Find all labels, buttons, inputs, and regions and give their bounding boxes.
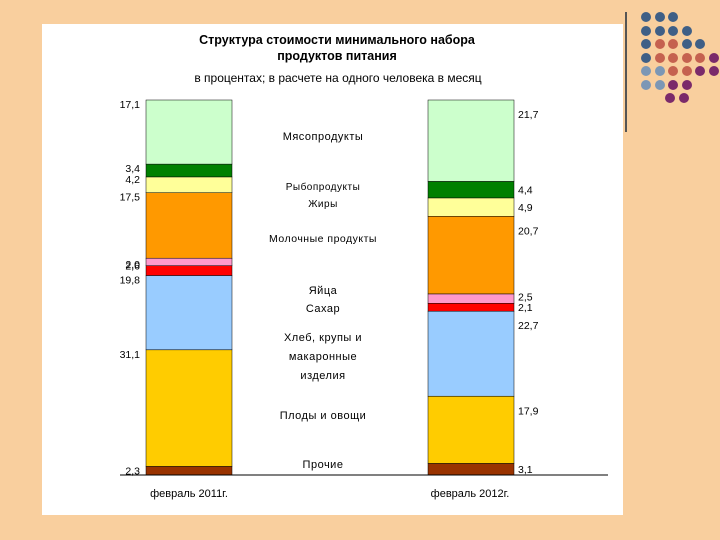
data-label: 3,4 bbox=[125, 163, 140, 175]
decor-dot bbox=[641, 79, 651, 90]
data-label: 19,8 bbox=[120, 275, 141, 287]
decor-dot bbox=[668, 52, 678, 63]
stacked-bar-chart: Структура стоимости минимального набора … bbox=[120, 33, 608, 500]
data-label: 20,7 bbox=[518, 225, 539, 237]
bar-segment bbox=[427, 181, 515, 199]
data-label: 2,1 bbox=[518, 302, 533, 314]
bar-segment bbox=[145, 99, 233, 165]
decor-dot bbox=[681, 39, 692, 49]
data-label: 2,5 bbox=[518, 292, 533, 304]
bar-segment bbox=[145, 466, 233, 476]
decor-dot bbox=[654, 66, 665, 76]
decor-dot bbox=[654, 25, 665, 36]
bar-segment bbox=[145, 257, 233, 266]
decor-dot bbox=[641, 39, 651, 49]
bar-segment bbox=[427, 463, 515, 476]
bar-segment bbox=[427, 216, 515, 295]
decor-dot bbox=[668, 25, 678, 36]
category-label: февраль 2011г. bbox=[150, 488, 228, 500]
data-label: 22,7 bbox=[518, 320, 539, 332]
chart-panel: Структура стоимости минимального набора … bbox=[42, 24, 623, 515]
series-name-label: Рыбопродукты bbox=[286, 181, 361, 193]
decor-dot bbox=[641, 52, 651, 63]
decor-dot bbox=[695, 52, 705, 63]
decor-dot bbox=[641, 25, 651, 36]
data-label: 17,5 bbox=[120, 192, 141, 204]
bar-segment bbox=[427, 293, 515, 304]
data-label: 4,9 bbox=[518, 202, 533, 214]
series-name-label: Молочные продукты bbox=[269, 233, 377, 245]
data-label: 4,2 bbox=[125, 174, 140, 186]
data-label: 17,1 bbox=[120, 99, 141, 111]
chart-title-line1: Структура стоимости минимального набора bbox=[199, 33, 476, 47]
decor-dot bbox=[681, 25, 692, 36]
series-name-label: Яйца bbox=[309, 285, 338, 297]
data-label: 21,7 bbox=[518, 109, 539, 121]
series-name-label: Прочие bbox=[303, 459, 344, 471]
decor-dot bbox=[654, 79, 665, 90]
decor-dot bbox=[654, 12, 665, 22]
decor-dot bbox=[641, 12, 651, 22]
decor-dot bbox=[668, 79, 678, 90]
data-label: 2,3 bbox=[125, 465, 140, 477]
bar-segment bbox=[427, 310, 515, 397]
decor-dot bbox=[708, 66, 719, 76]
bar-segment bbox=[145, 163, 233, 178]
series-name-label: Мясопродукты bbox=[283, 131, 364, 143]
data-label: 2,0 bbox=[125, 259, 140, 271]
decor-dot bbox=[681, 66, 692, 76]
series-name-label: Сахар bbox=[306, 303, 340, 315]
decor-dot bbox=[681, 52, 692, 63]
series-name-label: макаронные bbox=[289, 351, 357, 363]
decor-dot bbox=[654, 39, 665, 49]
bar-segment bbox=[427, 197, 515, 217]
data-label: 17,9 bbox=[518, 405, 539, 417]
data-label: 3,1 bbox=[518, 464, 533, 476]
decor-dot bbox=[695, 66, 705, 76]
decor-dot bbox=[678, 93, 689, 103]
series-name-label: Жиры bbox=[308, 199, 338, 210]
decor-dot bbox=[668, 66, 678, 76]
bar-segment bbox=[427, 396, 515, 464]
decor-dot bbox=[681, 79, 692, 90]
decor-dot bbox=[641, 66, 651, 76]
bar-segment bbox=[145, 275, 233, 351]
bar-segment bbox=[145, 176, 233, 193]
decor-dot bbox=[668, 12, 678, 22]
decor-dot bbox=[708, 52, 719, 63]
decor-dot bbox=[665, 93, 675, 103]
bar-segment bbox=[427, 303, 515, 312]
decor-dot bbox=[654, 52, 665, 63]
bar-segment bbox=[145, 349, 233, 467]
chart-title-line2: продуктов питания bbox=[277, 49, 397, 63]
series-name-label: Хлеб, крупы и bbox=[284, 332, 362, 344]
data-label: 31,1 bbox=[120, 349, 141, 361]
data-label: 4,4 bbox=[518, 185, 533, 197]
decorative-divider bbox=[625, 12, 627, 132]
decor-dot bbox=[695, 39, 705, 49]
bar-segment bbox=[145, 265, 233, 276]
series-name-label: изделия bbox=[300, 370, 345, 382]
bar-segment bbox=[145, 192, 233, 259]
series-name-label: Плоды и овощи bbox=[280, 410, 367, 422]
data-label: 2,6 bbox=[125, 261, 140, 273]
chart-subtitle: в процентах; в расчете на одного человек… bbox=[194, 71, 481, 85]
bar-segment bbox=[427, 99, 515, 182]
category-label: февраль 2012г. bbox=[431, 488, 510, 500]
decor-dot bbox=[668, 39, 678, 49]
